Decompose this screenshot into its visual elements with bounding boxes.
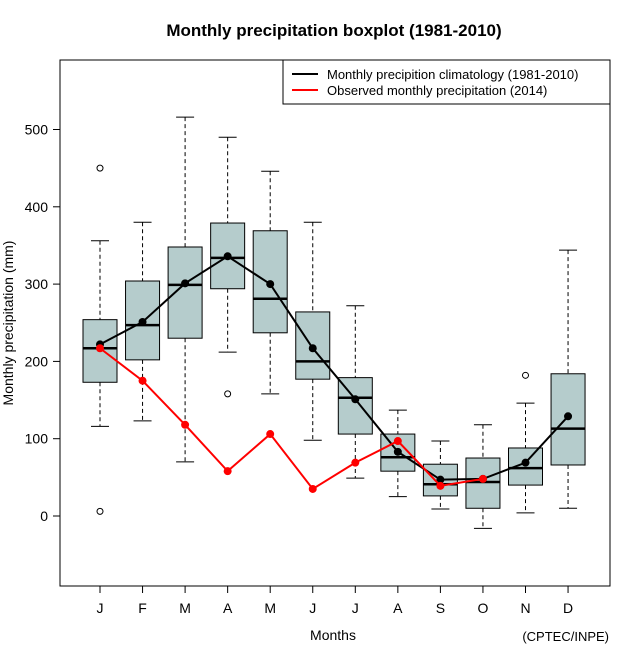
- y-tick-label: 100: [25, 431, 49, 447]
- y-axis-label: Monthly precipitation (mm): [0, 241, 16, 406]
- x-axis-label: Months: [310, 627, 356, 643]
- y-tick-label: 300: [25, 276, 49, 292]
- y-axis: 0 100 200 300 400 500: [25, 122, 60, 524]
- outlier-point: [96, 164, 104, 172]
- series-point: [181, 420, 190, 429]
- chart-title: Monthly precipitation boxplot (1981-2010…: [166, 21, 501, 40]
- observed-series: [96, 344, 487, 493]
- x-tick-label: N: [520, 600, 530, 616]
- iqr-box: [167, 246, 203, 339]
- series-point: [138, 317, 147, 326]
- series-point: [436, 481, 445, 490]
- box-7: [337, 305, 373, 479]
- series-point: [436, 475, 445, 484]
- series-point: [478, 474, 487, 483]
- series-point: [564, 412, 573, 421]
- outlier-point: [224, 390, 232, 398]
- iqr-box: [508, 447, 543, 486]
- x-tick-label: A: [223, 600, 233, 616]
- series-point: [223, 467, 232, 476]
- x-tick-label: F: [138, 600, 147, 616]
- legend-label-climatology: Monthly precipition climatology (1981-20…: [327, 67, 578, 82]
- series-point: [181, 279, 190, 288]
- series-line: [99, 347, 484, 491]
- x-tick-label: M: [179, 600, 191, 616]
- x-tick-label: J: [352, 600, 359, 616]
- box-12: [550, 249, 586, 509]
- legend: Monthly precipition climatology (1981-20…: [282, 59, 611, 105]
- x-tick-label: D: [563, 600, 573, 616]
- box-3: [167, 116, 203, 463]
- series-point: [308, 484, 317, 493]
- box-1: [82, 164, 118, 515]
- series-point: [266, 430, 275, 439]
- series-point: [351, 395, 360, 404]
- x-tick-label: M: [264, 600, 276, 616]
- series-point: [308, 344, 317, 353]
- x-tick-label: J: [97, 600, 104, 616]
- y-tick-label: 0: [40, 508, 48, 524]
- legend-label-observed: Observed monthly precipitation (2014): [327, 83, 547, 98]
- series-point: [96, 344, 104, 353]
- outlier-point: [522, 371, 529, 379]
- box-2: [125, 221, 161, 422]
- box-9: [422, 440, 458, 510]
- climatology-series: [96, 252, 573, 484]
- series-point: [223, 252, 232, 261]
- outlier-point: [96, 507, 104, 515]
- x-tick-label: O: [478, 600, 489, 616]
- x-tick-label: S: [436, 600, 445, 616]
- series-point: [521, 458, 530, 467]
- series-layer: [96, 252, 573, 493]
- series-point: [351, 458, 360, 467]
- series-point: [393, 447, 402, 456]
- x-tick-label: A: [393, 600, 403, 616]
- series-point: [393, 437, 402, 446]
- boxes-layer: [82, 116, 586, 529]
- series-line: [99, 255, 569, 481]
- series-point: [138, 376, 147, 385]
- y-tick-label: 200: [25, 353, 49, 369]
- legend-box: [282, 59, 611, 105]
- y-tick-label: 500: [25, 122, 49, 138]
- credit-text: (CPTEC/INPE): [522, 629, 609, 644]
- box-4: [210, 136, 246, 398]
- x-tick-label: J: [309, 600, 316, 616]
- box-11: [508, 371, 543, 514]
- series-point: [266, 280, 275, 289]
- y-tick-label: 400: [25, 199, 49, 215]
